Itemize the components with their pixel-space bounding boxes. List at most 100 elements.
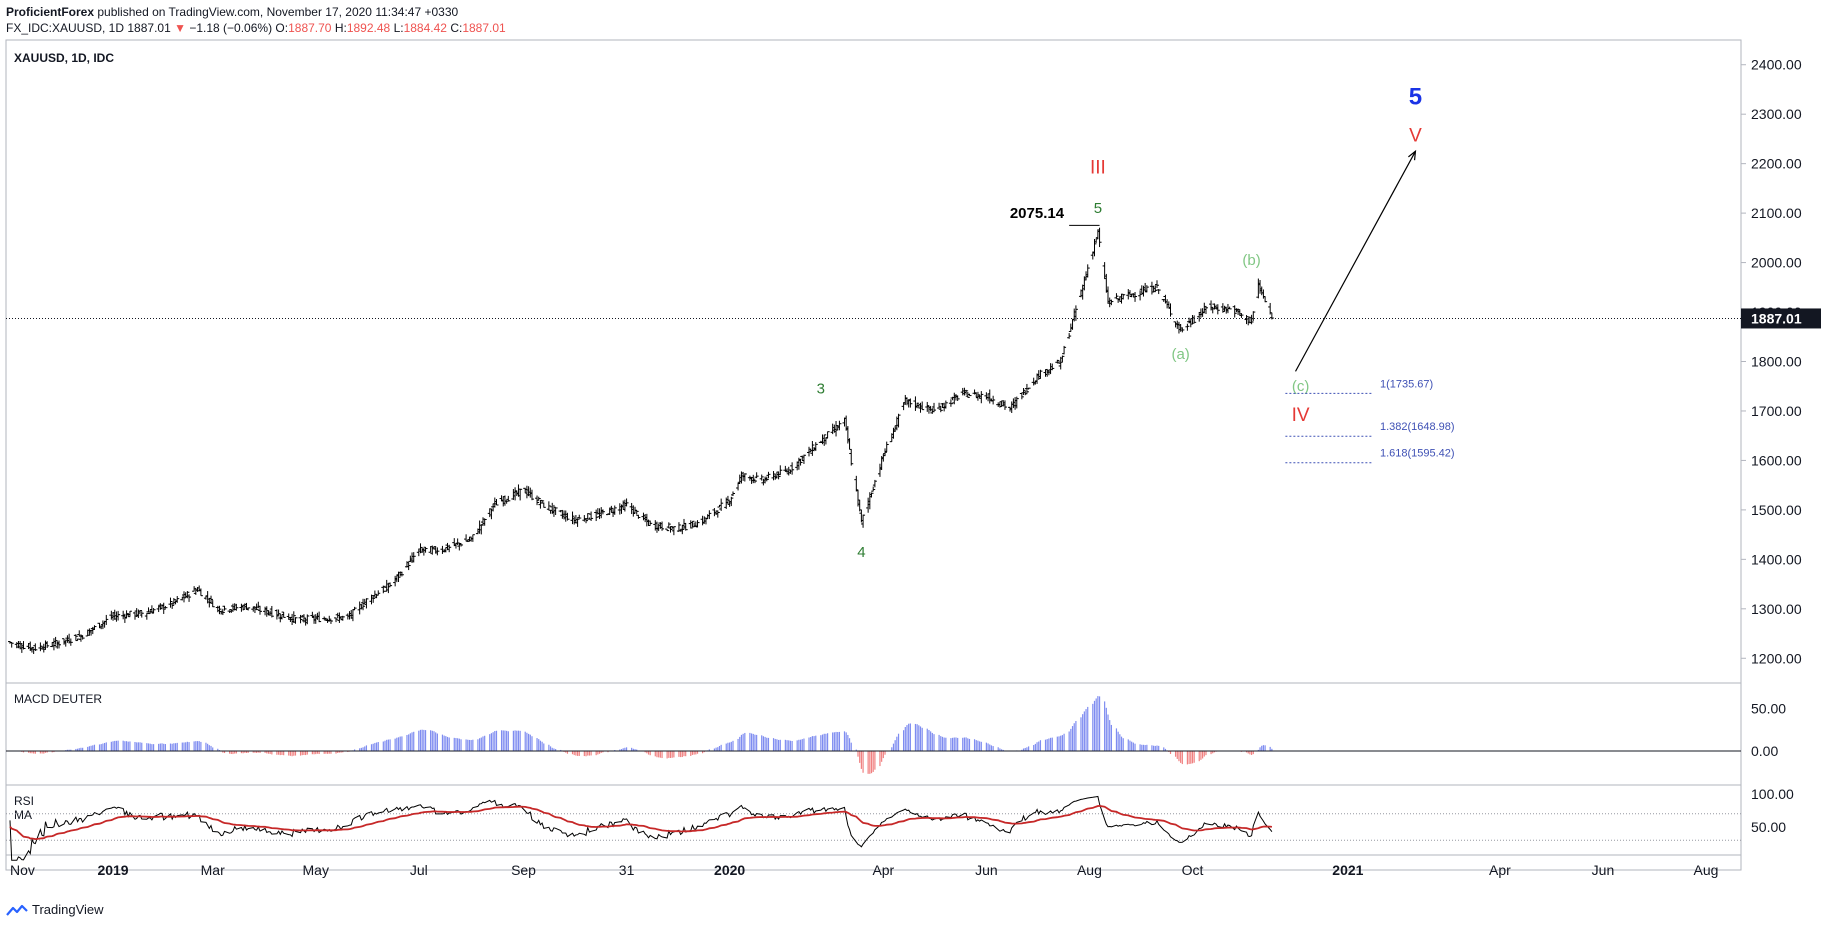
- ohlc-bar: [730, 491, 735, 497]
- price-change: −1.18 (−0.06%): [189, 21, 273, 35]
- ohlc-bar: [920, 401, 925, 411]
- ohlc-bar: [1023, 390, 1028, 396]
- price-tick-label: 2200.00: [1751, 156, 1802, 172]
- wave-label: 2075.14: [1010, 205, 1065, 222]
- ohlc-bar: [1144, 285, 1149, 293]
- price-tick-label: 1700.00: [1751, 403, 1802, 419]
- ohlc-bar: [9, 641, 14, 648]
- ohlc-bar: [1114, 293, 1119, 299]
- rsi-pane-title: RSI: [14, 794, 34, 808]
- wave-label: 4: [857, 544, 865, 561]
- ohlc-bar: [847, 438, 852, 450]
- ohlc-bar: [276, 609, 281, 616]
- ohlc-bar: [896, 413, 901, 428]
- ohlc-bar: [600, 509, 605, 515]
- ohlc-bar: [251, 606, 256, 612]
- ohlc-bar: [518, 488, 523, 501]
- ohlc-bar: [536, 496, 541, 501]
- ohlc-bar: [1268, 302, 1273, 315]
- ohlc-bar: [51, 638, 56, 651]
- time-tick-label: Oct: [1182, 862, 1204, 878]
- ohlc-bar: [470, 534, 475, 542]
- ohlc-bar: [1038, 369, 1043, 379]
- ohlc-bar: [766, 471, 771, 479]
- high-value: 1892.48: [346, 21, 391, 35]
- price-tick-label: 1600.00: [1751, 452, 1802, 468]
- rsi-tick-label: 100.00: [1751, 786, 1794, 802]
- ohlc-bar: [932, 402, 937, 413]
- price-pane-title: XAUUSD, 1D, IDC: [14, 51, 114, 65]
- ohlc-bar: [1263, 296, 1268, 303]
- ohlc-bar: [516, 484, 521, 497]
- macd-tick-label: 0.00: [1751, 743, 1778, 759]
- ohlc-bar: [138, 610, 143, 614]
- ohlc-bar: [68, 638, 73, 646]
- ohlc-bar: [631, 505, 636, 517]
- macd-tick-label: 50.00: [1751, 701, 1786, 717]
- ohlc-bar: [683, 522, 688, 531]
- ohlc-bar: [680, 524, 685, 535]
- ohlc-bar: [116, 610, 121, 621]
- ohlc-bar: [589, 511, 594, 521]
- rsi-line: [9, 795, 1273, 861]
- ohlc-bar: [1085, 264, 1090, 278]
- ohlc-bar: [168, 597, 173, 608]
- ohlc-bar: [759, 474, 764, 481]
- ohlc-bar: [210, 600, 215, 608]
- ohlc-bar: [778, 465, 783, 476]
- ohlc-bar: [222, 605, 227, 611]
- ohlc-bar: [455, 538, 460, 545]
- ohlc-bar: [823, 437, 828, 445]
- ohlc-bar: [908, 398, 913, 408]
- ohlc-bar: [161, 602, 166, 614]
- ohlc-bar: [938, 405, 943, 413]
- ohlc-bar: [955, 395, 960, 401]
- ohlc-bar: [258, 605, 263, 615]
- time-tick-label: Apr: [872, 862, 894, 878]
- down-arrow-icon: ▼: [174, 21, 186, 35]
- tradingview-footer[interactable]: TradingView: [6, 902, 104, 917]
- price-tick-label: 2000.00: [1751, 255, 1802, 271]
- fib-level-label: 1(1735.67): [1380, 378, 1433, 390]
- publish-info: ProficientForex published on TradingView…: [6, 5, 458, 19]
- ohlc-bar: [801, 454, 806, 464]
- ohlc-bar: [1154, 280, 1159, 288]
- ohlc-bar: [707, 510, 712, 520]
- ohlc-bar: [754, 472, 759, 479]
- ohlc-bar: [624, 498, 629, 507]
- ohlc-bar: [217, 605, 222, 615]
- ohlc-bar: [991, 395, 996, 405]
- last-price: 1887.01: [127, 21, 171, 35]
- ohlc-bar: [328, 619, 333, 624]
- time-tick-label: Mar: [201, 862, 225, 878]
- time-tick-label: Jul: [410, 862, 428, 878]
- ohlc-bar: [53, 636, 58, 645]
- ohlc-bar: [776, 471, 781, 480]
- ohlc-bar: [291, 611, 296, 623]
- price-tick-label: 2300.00: [1751, 106, 1802, 122]
- ohlc-bar: [837, 420, 842, 431]
- chart-frame: [5, 39, 1742, 871]
- publisher-name[interactable]: ProficientForex: [6, 5, 95, 19]
- ohlc-bar: [668, 526, 673, 533]
- ohlc-bar: [45, 641, 50, 649]
- price-tick-label: 2100.00: [1751, 205, 1802, 221]
- ohlc-bar: [1220, 303, 1225, 313]
- ohlc-bar: [1060, 355, 1065, 363]
- wave-label: 5: [1094, 200, 1102, 217]
- ohlc-bar: [504, 500, 509, 504]
- wave-label: III: [1090, 158, 1106, 179]
- time-tick-label: Sep: [511, 862, 536, 878]
- time-tick-label: Aug: [1694, 862, 1719, 878]
- ohlc-bar: [151, 608, 156, 614]
- ohlc-bar: [364, 598, 369, 609]
- low-label: L:: [393, 21, 404, 35]
- ohlc-bar: [660, 521, 665, 531]
- ohlc-bar: [546, 501, 551, 510]
- time-tick-label: Jun: [1592, 862, 1615, 878]
- ohlc-bar: [80, 635, 85, 640]
- last-price-label: 1887.01: [1751, 310, 1802, 326]
- ohlc-bar: [1232, 305, 1237, 318]
- wave-label: (c): [1292, 378, 1310, 395]
